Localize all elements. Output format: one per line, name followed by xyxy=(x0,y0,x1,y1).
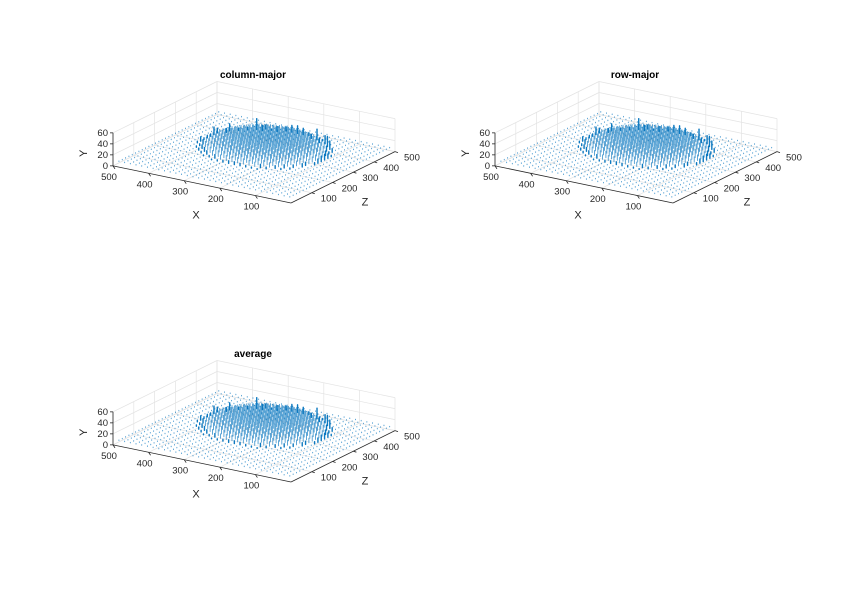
y-axis-label: Y xyxy=(78,149,90,157)
z-axis-label: Z xyxy=(362,475,369,487)
y-tick-label: 0 xyxy=(103,440,108,451)
x-axis-line xyxy=(112,165,292,204)
z-tick-label: 300 xyxy=(362,173,378,184)
z-axis-label: Z xyxy=(744,196,751,208)
subplot-2: 1002003004005001002003004005000204060XZY… xyxy=(460,70,802,221)
subplot-title: row-major xyxy=(611,70,659,81)
z-tick-label: 500 xyxy=(786,153,802,164)
y-axis-label: Y xyxy=(460,149,472,157)
z-axis-line xyxy=(290,430,396,483)
x-tick-label: 200 xyxy=(208,194,224,205)
x-tick-label: 100 xyxy=(625,202,641,213)
z-tick-label: 100 xyxy=(703,194,719,205)
grid xyxy=(112,360,396,475)
z-tick-label: 500 xyxy=(404,432,420,443)
z-tick-label: 200 xyxy=(342,462,358,473)
x-tick-label: 400 xyxy=(519,179,535,190)
y-tick-label: 20 xyxy=(97,429,108,440)
y-axis-label: Y xyxy=(78,428,90,436)
x-tick-label: 500 xyxy=(101,172,117,183)
z-tick-label: 500 xyxy=(404,153,420,164)
z-tick-label: 400 xyxy=(383,163,399,174)
x-tick-label: 400 xyxy=(137,179,153,190)
scatter-series xyxy=(118,390,391,477)
x-axis-label: X xyxy=(574,209,582,221)
y-tick-label: 40 xyxy=(479,139,490,150)
y-tick-label: 60 xyxy=(97,128,108,139)
subplot-1: 1002003004005001002003004005000204060XZY… xyxy=(78,70,420,221)
x-tick-label: 200 xyxy=(590,194,606,205)
z-tick-label: 200 xyxy=(724,183,740,194)
axes xyxy=(110,132,399,204)
y-tick-label: 0 xyxy=(485,161,490,172)
y-tick-label: 60 xyxy=(97,407,108,418)
z-tick-label: 300 xyxy=(744,173,760,184)
z-tick-label: 400 xyxy=(765,163,781,174)
x-axis-label: X xyxy=(192,488,200,500)
y-tick-label: 60 xyxy=(479,128,490,139)
axes xyxy=(492,132,781,204)
x-axis-line xyxy=(494,165,674,204)
x-tick-label: 100 xyxy=(243,481,259,492)
y-tick-label: 0 xyxy=(103,161,108,172)
subplot-title: average xyxy=(234,349,272,360)
x-tick-label: 300 xyxy=(172,187,188,198)
z-tick-label: 100 xyxy=(321,473,337,484)
y-tick-label: 40 xyxy=(97,139,108,150)
x-tick-label: 200 xyxy=(208,473,224,484)
x-tick-label: 500 xyxy=(483,172,499,183)
z-tick-label: 100 xyxy=(321,194,337,205)
x-tick-label: 300 xyxy=(172,466,188,477)
subplot-title: column-major xyxy=(220,70,286,81)
y-tick-label: 20 xyxy=(479,150,490,161)
x-axis-line xyxy=(112,444,292,483)
x-tick-label: 100 xyxy=(243,202,259,213)
z-axis-line xyxy=(290,151,396,204)
z-axis-label: Z xyxy=(362,196,369,208)
y-tick-label: 40 xyxy=(97,418,108,429)
subplot-3: 1002003004005001002003004005000204060XZY… xyxy=(78,349,420,500)
z-tick-label: 300 xyxy=(362,452,378,463)
z-tick-label: 400 xyxy=(383,442,399,453)
scatter-series xyxy=(118,111,391,198)
x-tick-label: 300 xyxy=(554,187,570,198)
z-axis-line xyxy=(672,151,778,204)
z-tick-label: 200 xyxy=(342,183,358,194)
x-tick-label: 400 xyxy=(137,458,153,469)
x-tick-label: 500 xyxy=(101,451,117,462)
x-axis-label: X xyxy=(192,209,200,221)
axes xyxy=(110,411,399,483)
y-tick-label: 20 xyxy=(97,150,108,161)
scatter-series xyxy=(500,111,773,198)
